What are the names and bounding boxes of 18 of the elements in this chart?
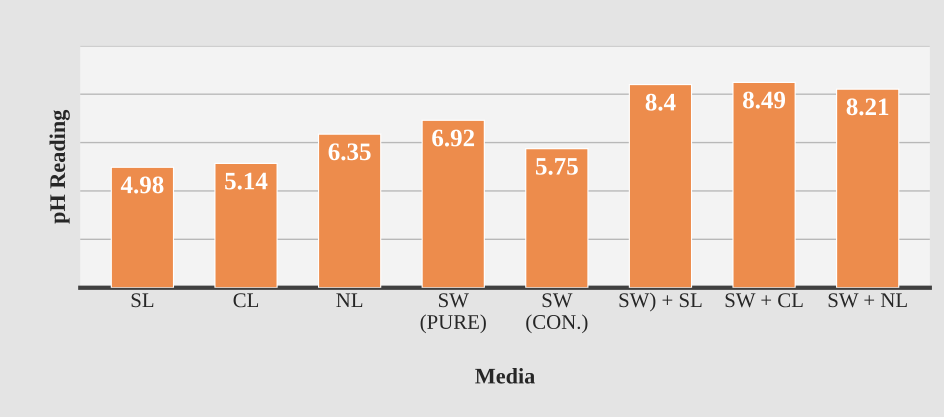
x-tick-label: SW + NL <box>828 293 907 308</box>
data-label: 6.92 <box>432 130 474 147</box>
x-tick-label: CL <box>234 293 258 308</box>
data-label: 6.35 <box>328 143 371 160</box>
x-tick-label: SW (PURE) <box>420 293 486 334</box>
x-tick-label: SL <box>132 293 154 308</box>
y-axis-title: pH Reading <box>49 110 70 224</box>
x-tick-label: SW (CON.) <box>526 293 588 334</box>
x-tick-label: NL <box>336 293 362 308</box>
data-label: 8.4 <box>646 94 676 111</box>
x-axis-title: Media <box>475 368 535 384</box>
x-tick-label: SW + CL <box>726 293 803 308</box>
data-label: 5.14 <box>225 172 268 190</box>
data-label: 8.49 <box>743 92 786 109</box>
x-tick-label: SW) + SL <box>620 292 702 312</box>
data-label: 4.98 <box>120 176 164 194</box>
data-label: 8.21 <box>846 98 888 116</box>
data-label: 5.75 <box>536 158 578 175</box>
